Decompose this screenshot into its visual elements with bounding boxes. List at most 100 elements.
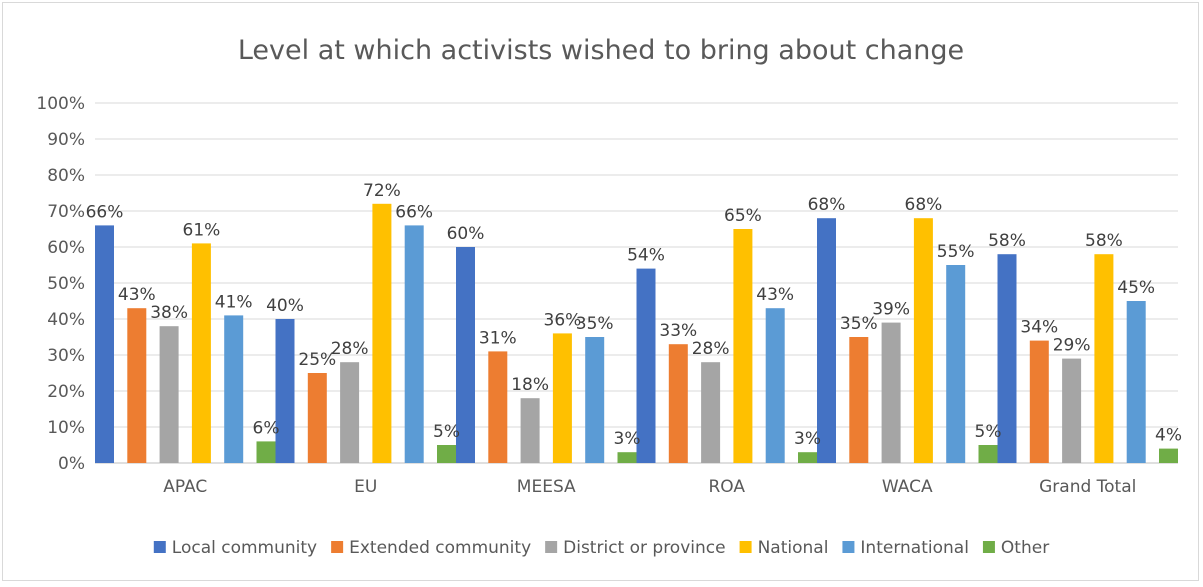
y-tick-label: 60% (47, 238, 85, 258)
data-labels: 66%43%38%61%41%6%40%25%28%72%66%5%60%31%… (86, 181, 1182, 449)
data-label: 35% (576, 314, 614, 334)
bar-chart: Level at which activists wished to bring… (36, 35, 1182, 558)
bar (224, 315, 244, 463)
bar (1094, 254, 1114, 463)
legend-item: Other (982, 538, 1049, 558)
legend-item: District or province (545, 538, 726, 558)
bar (1126, 301, 1146, 463)
data-label: 68% (905, 195, 943, 215)
x-tick-label: Grand Total (1039, 477, 1136, 497)
data-label: 36% (544, 310, 582, 330)
bar (404, 225, 424, 463)
data-label: 6% (253, 418, 280, 438)
bar (159, 326, 179, 463)
y-tick-label: 100% (36, 94, 85, 114)
legend-label: International (860, 538, 969, 558)
data-label: 4% (1155, 426, 1182, 446)
y-tick-label: 90% (47, 130, 85, 150)
x-axis: APAC EU MEESA ROA WACA Grand Total (163, 477, 1136, 497)
bar (437, 445, 456, 463)
bar (95, 225, 114, 463)
legend-swatch (982, 541, 995, 553)
bar (340, 362, 360, 463)
bar (1159, 448, 1178, 463)
data-label: 43% (118, 285, 156, 305)
y-tick-label: 80% (47, 166, 85, 186)
legend-label: Local community (172, 538, 317, 558)
legend-swatch (331, 541, 344, 553)
bar (913, 218, 933, 463)
data-label: 40% (266, 296, 304, 316)
data-label: 72% (363, 181, 401, 201)
bar (997, 254, 1017, 463)
bar (552, 333, 572, 463)
legend-label: National (758, 538, 829, 558)
data-label: 5% (975, 422, 1002, 442)
data-label: 33% (659, 321, 697, 341)
bar (1029, 340, 1049, 463)
bar (701, 362, 721, 463)
bar (946, 265, 966, 463)
legend-swatch (739, 541, 752, 553)
bar (733, 229, 753, 463)
bar (256, 441, 276, 463)
y-tick-label: 0% (58, 454, 85, 474)
data-label: 60% (447, 224, 485, 244)
data-label: 54% (627, 246, 665, 266)
x-tick-label: EU (354, 477, 377, 497)
data-label: 43% (756, 285, 794, 305)
legend-label: Extended community (349, 538, 531, 558)
data-label: 61% (183, 220, 221, 240)
data-label: 55% (937, 242, 975, 262)
bar (817, 218, 836, 463)
data-label: 68% (808, 195, 846, 215)
bar (191, 243, 211, 463)
bar (668, 344, 688, 463)
legend-item: Local community (153, 538, 317, 558)
bar (978, 445, 998, 463)
data-label: 31% (479, 328, 517, 348)
bar (456, 247, 475, 463)
legend-label: District or province (563, 538, 725, 558)
data-label: 65% (724, 206, 762, 226)
bar (636, 268, 656, 463)
data-label: 25% (298, 350, 336, 370)
data-label: 58% (988, 231, 1026, 251)
bar (372, 203, 392, 464)
bar (488, 351, 508, 463)
data-label: 66% (86, 202, 124, 222)
bar (307, 373, 327, 463)
bar (585, 337, 605, 463)
data-label: 45% (1117, 278, 1155, 298)
bar (127, 308, 147, 463)
data-label: 38% (150, 303, 188, 323)
data-label: 58% (1085, 231, 1123, 251)
bar (765, 308, 785, 463)
data-label: 18% (511, 375, 549, 395)
data-label: 41% (215, 292, 253, 312)
y-tick-label: 70% (47, 202, 85, 222)
data-label: 5% (433, 422, 460, 442)
bar (798, 452, 817, 463)
bar (1062, 358, 1082, 463)
y-tick-label: 20% (47, 382, 85, 402)
data-label: 28% (692, 339, 730, 359)
data-label: 3% (614, 429, 641, 449)
data-label: 34% (1020, 318, 1058, 338)
data-label: 3% (794, 429, 821, 449)
data-label: 66% (395, 202, 433, 222)
x-tick-label: APAC (163, 477, 207, 497)
data-label: 35% (840, 314, 878, 334)
x-tick-label: ROA (708, 477, 745, 497)
bar (275, 319, 295, 463)
legend-swatch (545, 541, 558, 553)
legend-item: International (842, 538, 969, 558)
data-label: 29% (1053, 336, 1091, 356)
bars (95, 203, 1178, 464)
data-label: 39% (872, 300, 910, 320)
y-tick-label: 50% (47, 274, 85, 294)
legend-swatch (153, 541, 166, 553)
legend: Local community Extended community Distric… (153, 538, 1049, 558)
chart-title: Level at which activists wished to bring… (238, 35, 964, 66)
